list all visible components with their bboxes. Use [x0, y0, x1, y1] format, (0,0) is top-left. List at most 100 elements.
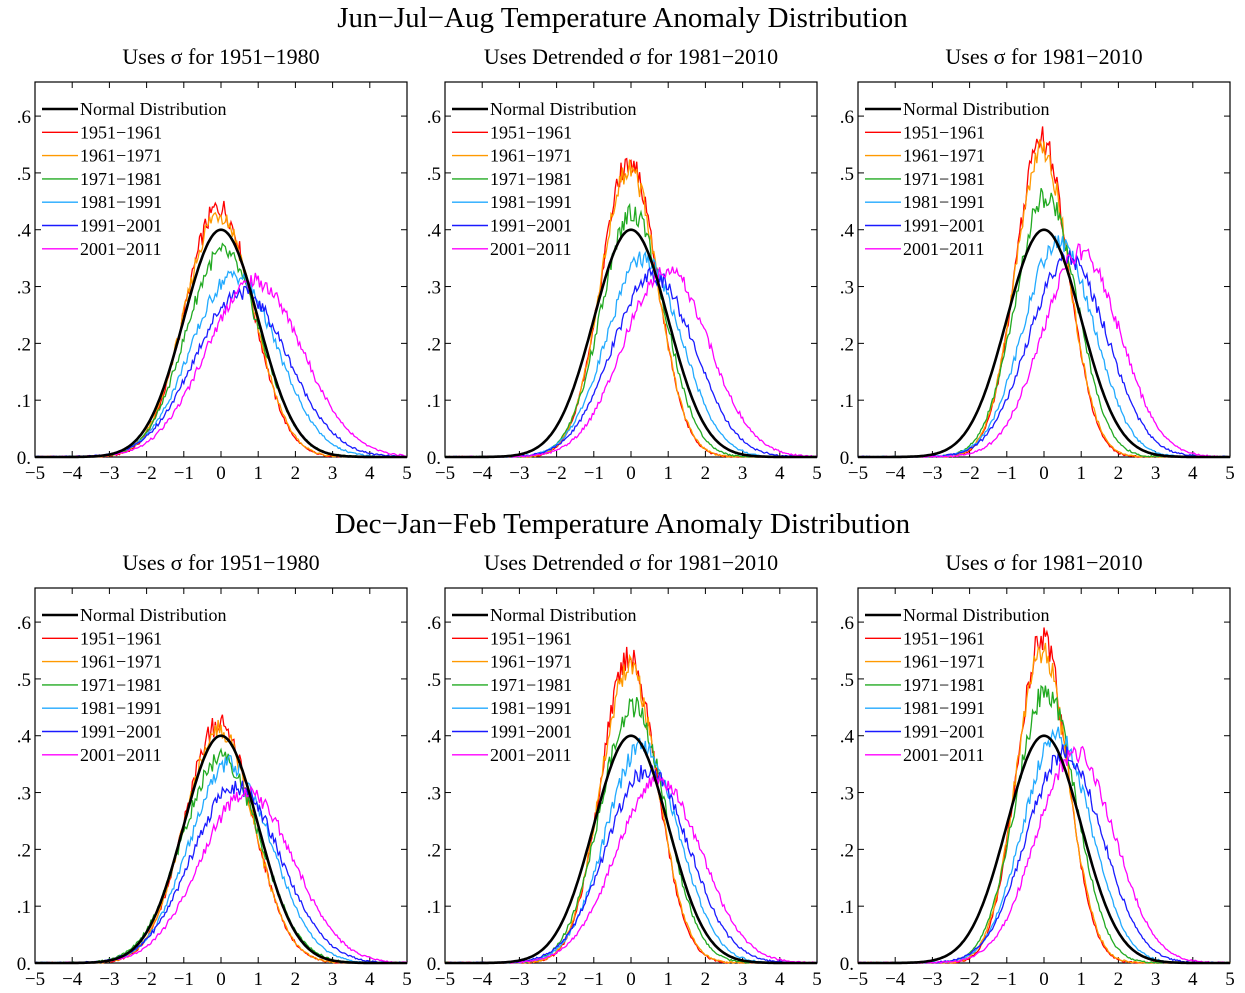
- x-tick-label: 1: [1076, 463, 1086, 484]
- panel-subtitle: Uses σ for 1951−1980: [122, 44, 320, 69]
- y-tick-label: .2: [840, 840, 854, 861]
- y-tick-label: .5: [840, 164, 854, 185]
- y-tick-label: .3: [17, 784, 31, 805]
- y-tick-label: .5: [840, 670, 854, 691]
- x-tick-label: 1: [253, 969, 263, 990]
- y-tick-label: .2: [840, 334, 854, 355]
- x-tick-label: −2: [136, 463, 156, 484]
- y-tick-label: .1: [840, 897, 854, 918]
- x-tick-label: 0: [626, 969, 636, 990]
- x-tick-label: 3: [328, 463, 338, 484]
- panel-subtitle: Uses Detrended σ for 1981−2010: [483, 44, 779, 69]
- y-tick-label: .5: [17, 164, 31, 185]
- legend-label: 2001−2011: [80, 239, 161, 259]
- legend-label: 1991−2001: [490, 722, 572, 742]
- legend-label: 1951−1961: [903, 628, 985, 648]
- x-tick-label: 2: [291, 463, 301, 484]
- legend-label: Normal Distribution: [80, 99, 227, 119]
- legend-label: 1981−1991: [490, 192, 572, 212]
- series-line-normal: [445, 228, 817, 459]
- x-tick-label: 3: [1151, 969, 1161, 990]
- legend-label: 2001−2011: [903, 745, 984, 765]
- y-tick-label: .6: [17, 107, 31, 128]
- x-tick-label: −4: [472, 969, 493, 990]
- x-tick-label: −4: [885, 969, 906, 990]
- x-tick-label: 1: [663, 969, 673, 990]
- panel-subtitle: Uses Detrended σ for 1981−2010: [483, 550, 779, 575]
- panel-subtitle: Uses σ for 1981−2010: [945, 550, 1143, 575]
- x-tick-label: −5: [435, 463, 455, 484]
- series-line-2001-2011: [858, 243, 1231, 458]
- y-tick-label: 0.: [840, 448, 854, 469]
- series-line-2001-2011: [35, 785, 408, 964]
- series-line-1971-1981: [34, 242, 407, 458]
- y-tick-label: .4: [17, 727, 32, 748]
- x-tick-label: 5: [812, 969, 822, 990]
- y-tick-label: .6: [17, 613, 31, 634]
- x-tick-label: −3: [509, 463, 529, 484]
- y-tick-label: .5: [17, 670, 31, 691]
- x-tick-label: −4: [62, 969, 83, 990]
- x-tick-label: 3: [1151, 463, 1161, 484]
- x-tick-label: 4: [775, 969, 785, 990]
- series-line-1991-2001: [444, 267, 817, 458]
- legend-label: 1961−1971: [490, 652, 572, 672]
- series-line-1981-1991: [445, 250, 818, 458]
- legend-label: 1971−1981: [490, 675, 572, 695]
- chart-panel: −5 −4 −3 −2 −1 0 1 2 3 4 5 0. .1 .2 .3 .4 .5 .6 Normal Dis…: [17, 81, 412, 484]
- x-tick-label: 5: [402, 969, 412, 990]
- y-tick-label: .1: [427, 391, 441, 412]
- series-line-1971-1981: [34, 747, 408, 964]
- x-tick-label: 4: [1188, 969, 1198, 990]
- legend-label: 1991−2001: [80, 722, 162, 742]
- y-tick-label: .1: [17, 391, 31, 412]
- series-line-normal: [445, 734, 817, 965]
- x-tick-label: −5: [848, 463, 868, 484]
- y-tick-label: .2: [427, 840, 441, 861]
- legend-label: 1991−2001: [903, 216, 985, 236]
- series-line-1981-1991: [34, 754, 408, 964]
- legend-label: 1951−1961: [80, 628, 162, 648]
- y-tick-label: .3: [840, 278, 854, 299]
- series-line-normal: [35, 228, 407, 459]
- x-tick-label: 2: [1114, 969, 1124, 990]
- x-tick-label: −1: [174, 969, 194, 990]
- x-tick-label: 5: [1225, 969, 1235, 990]
- legend-label: 1981−1991: [490, 698, 572, 718]
- legend-label: 1981−1991: [80, 192, 162, 212]
- y-tick-label: .3: [840, 784, 854, 805]
- x-tick-label: −1: [997, 463, 1017, 484]
- x-tick-label: 0: [1039, 463, 1049, 484]
- y-tick-label: 0.: [17, 954, 31, 975]
- x-tick-label: −2: [959, 463, 979, 484]
- x-tick-label: −1: [997, 969, 1017, 990]
- x-tick-label: −3: [922, 463, 942, 484]
- x-tick-label: −3: [922, 969, 942, 990]
- x-tick-label: 4: [775, 463, 785, 484]
- x-tick-label: 4: [365, 463, 375, 484]
- x-tick-label: 4: [365, 969, 375, 990]
- panel-subtitle: Uses σ for 1951−1980: [122, 550, 320, 575]
- legend-label: 1951−1961: [490, 122, 572, 142]
- legend-label: 1961−1971: [490, 146, 572, 166]
- legend-label: 1951−1961: [903, 122, 985, 142]
- series-line-1981-1991: [445, 737, 818, 964]
- legend-label: 1961−1971: [80, 146, 162, 166]
- legend-label: 1981−1991: [903, 698, 985, 718]
- legend-label: 1981−1991: [903, 192, 985, 212]
- legend-label: 1971−1981: [80, 675, 162, 695]
- legend-label: Normal Distribution: [490, 605, 637, 625]
- x-tick-label: −2: [546, 463, 566, 484]
- series-line-normal: [35, 734, 407, 965]
- y-tick-label: .6: [427, 613, 441, 634]
- y-tick-label: 0.: [427, 448, 441, 469]
- y-tick-label: .2: [427, 334, 441, 355]
- x-tick-label: 1: [1076, 969, 1086, 990]
- x-tick-label: 0: [626, 463, 636, 484]
- y-tick-label: .2: [17, 840, 31, 861]
- x-tick-label: −2: [136, 969, 156, 990]
- legend-label: 1951−1961: [490, 628, 572, 648]
- x-tick-label: −2: [959, 969, 979, 990]
- y-tick-label: .4: [17, 221, 32, 242]
- y-tick-label: .1: [840, 391, 854, 412]
